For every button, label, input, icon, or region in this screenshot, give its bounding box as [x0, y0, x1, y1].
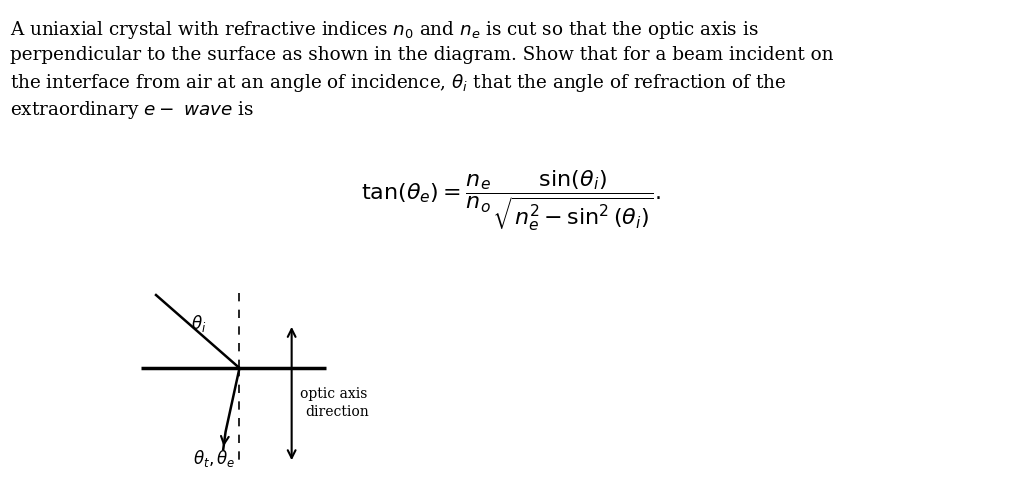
- Text: extraordinary $e -$ $\mathit{wave}$ is: extraordinary $e -$ $\mathit{wave}$ is: [10, 99, 254, 121]
- Text: the interface from air at an angle of incidence, $\theta_i$ that the angle of re: the interface from air at an angle of in…: [10, 72, 787, 95]
- Text: perpendicular to the surface as shown in the diagram. Show that for a beam incid: perpendicular to the surface as shown in…: [10, 46, 834, 64]
- Text: $\theta_t, \theta_e$: $\theta_t, \theta_e$: [193, 448, 235, 469]
- Text: A uniaxial crystal with refractive indices $n_0$ and $n_e$ is cut so that the op: A uniaxial crystal with refractive indic…: [10, 19, 758, 42]
- Text: optic axis: optic axis: [299, 386, 367, 400]
- Text: direction: direction: [306, 405, 369, 419]
- Text: $\theta_i$: $\theta_i$: [191, 313, 206, 335]
- Text: $\tan(\theta_e) = \dfrac{n_e}{n_o} \dfrac{\sin(\theta_i)}{\sqrt{n_e^2 - \sin^2(\: $\tan(\theta_e) = \dfrac{n_e}{n_o} \dfra…: [361, 169, 661, 232]
